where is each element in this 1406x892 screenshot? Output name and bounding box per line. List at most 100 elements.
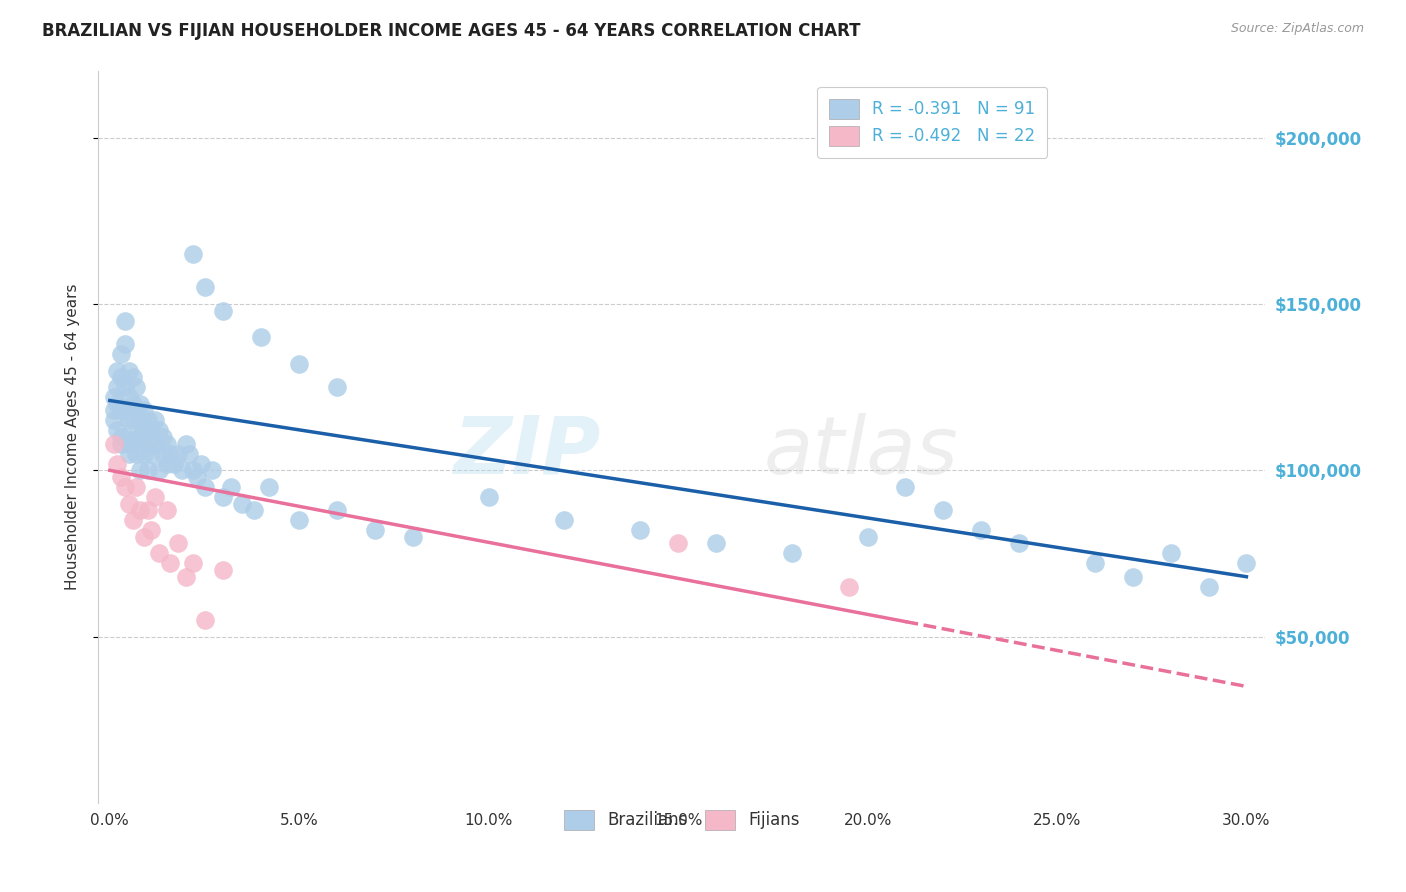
Point <box>114 314 136 328</box>
Point <box>250 330 273 344</box>
Point <box>103 436 125 450</box>
Point <box>143 490 166 504</box>
Point <box>181 247 204 261</box>
Point <box>231 497 253 511</box>
Point <box>110 403 132 417</box>
Point <box>121 370 143 384</box>
Point <box>114 380 136 394</box>
Point <box>212 563 235 577</box>
Point <box>402 530 425 544</box>
Point <box>118 363 141 377</box>
Point <box>478 490 501 504</box>
Point <box>212 490 235 504</box>
Point <box>181 557 204 571</box>
Point <box>118 436 141 450</box>
Point <box>186 470 208 484</box>
Text: BRAZILIAN VS FIJIAN HOUSEHOLDER INCOME AGES 45 - 64 YEARS CORRELATION CHART: BRAZILIAN VS FIJIAN HOUSEHOLDER INCOME A… <box>42 22 860 40</box>
Point <box>704 536 727 550</box>
Point <box>628 523 651 537</box>
Point <box>148 463 170 477</box>
Point <box>132 447 155 461</box>
Text: Source: ZipAtlas.com: Source: ZipAtlas.com <box>1230 22 1364 36</box>
Point <box>121 397 143 411</box>
Point <box>159 447 181 461</box>
Point <box>1008 536 1031 550</box>
Point <box>125 480 148 494</box>
Point <box>163 457 186 471</box>
Point <box>143 413 166 427</box>
Point <box>141 523 163 537</box>
Point <box>103 403 125 417</box>
Point <box>201 463 224 477</box>
Point <box>894 480 917 494</box>
Point <box>125 403 148 417</box>
Point <box>181 463 204 477</box>
Point <box>167 447 190 461</box>
Point <box>132 403 155 417</box>
Point <box>118 447 141 461</box>
Point <box>1236 557 1258 571</box>
Point <box>174 570 197 584</box>
Point <box>553 513 575 527</box>
Point <box>136 503 159 517</box>
Point <box>129 430 152 444</box>
Point <box>838 580 860 594</box>
Point <box>129 463 152 477</box>
Point <box>193 613 215 627</box>
Point <box>121 436 143 450</box>
Text: atlas: atlas <box>763 413 959 491</box>
Legend: Brazilians, Fijians: Brazilians, Fijians <box>555 801 808 838</box>
Point <box>167 536 190 550</box>
Point <box>114 430 136 444</box>
Point <box>132 424 155 438</box>
Point <box>179 447 201 461</box>
Point <box>125 447 148 461</box>
Point <box>118 413 141 427</box>
Point <box>148 546 170 560</box>
Point <box>118 390 141 404</box>
Point <box>780 546 803 560</box>
Point <box>212 303 235 318</box>
Point <box>364 523 387 537</box>
Point <box>114 403 136 417</box>
Point <box>136 463 159 477</box>
Y-axis label: Householder Income Ages 45 - 64 years: Householder Income Ages 45 - 64 years <box>65 284 80 591</box>
Point <box>190 457 212 471</box>
Point <box>141 447 163 461</box>
Point <box>129 413 152 427</box>
Point <box>105 457 128 471</box>
Point <box>110 430 132 444</box>
Point <box>121 413 143 427</box>
Point <box>105 380 128 394</box>
Point <box>152 447 174 461</box>
Point <box>105 397 128 411</box>
Point <box>193 480 215 494</box>
Point <box>114 480 136 494</box>
Point <box>193 280 215 294</box>
Point <box>103 390 125 404</box>
Point <box>118 497 141 511</box>
Point <box>132 530 155 544</box>
Point <box>110 347 132 361</box>
Point <box>152 430 174 444</box>
Point <box>159 557 181 571</box>
Point <box>103 413 125 427</box>
Point <box>288 357 311 371</box>
Point <box>148 424 170 438</box>
Point <box>156 503 179 517</box>
Point <box>121 513 143 527</box>
Point <box>326 380 349 394</box>
Point <box>1084 557 1107 571</box>
Point <box>110 370 132 384</box>
Point <box>156 457 179 471</box>
Point <box>326 503 349 517</box>
Point <box>136 436 159 450</box>
Point <box>129 503 152 517</box>
Point <box>170 463 193 477</box>
Text: ZIP: ZIP <box>453 413 600 491</box>
Point <box>143 436 166 450</box>
Point <box>1198 580 1220 594</box>
Point <box>174 436 197 450</box>
Point <box>970 523 993 537</box>
Point <box>1160 546 1182 560</box>
